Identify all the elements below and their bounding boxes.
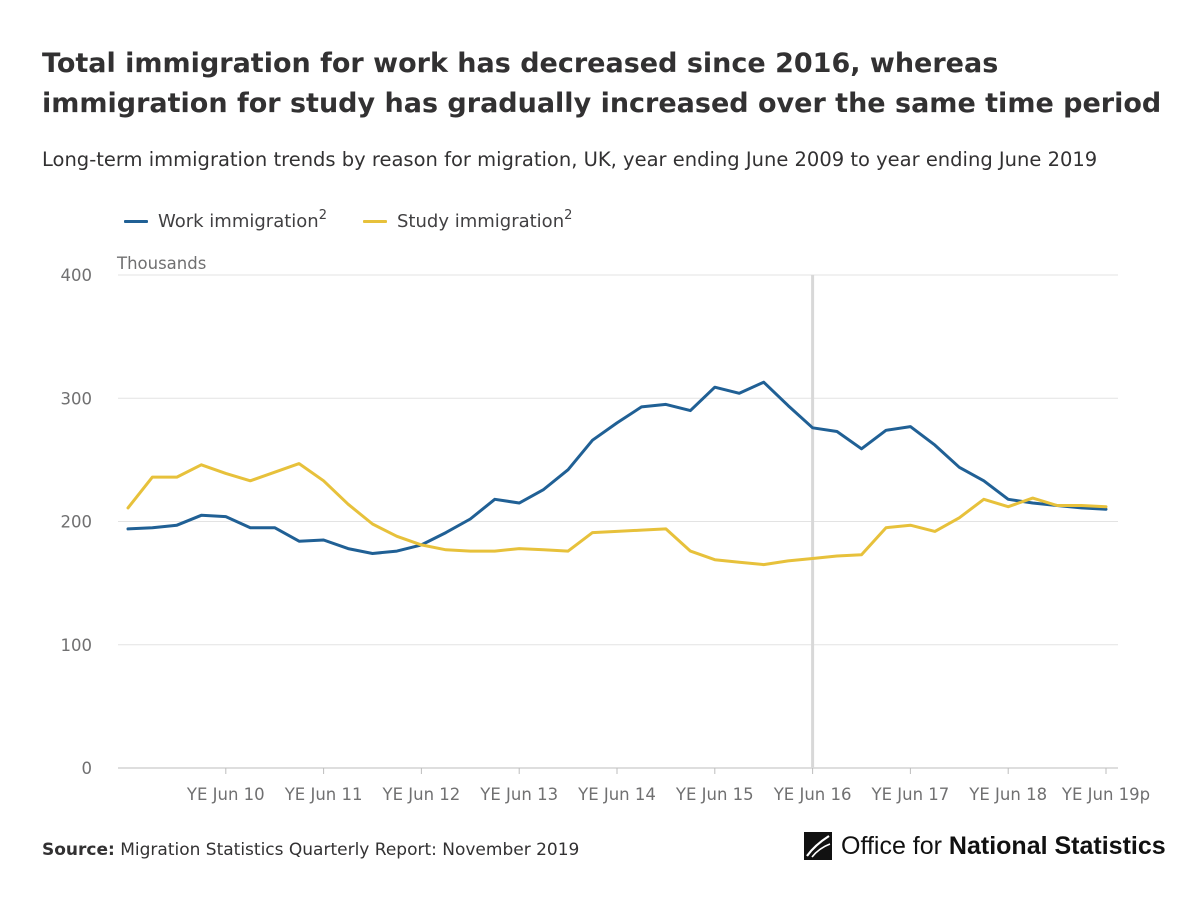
series-layer	[126, 380, 1108, 567]
y-tick-label: 200	[61, 513, 93, 532]
legend-label-study: Study immigration2	[397, 207, 573, 232]
x-tick-label: YE Jun 11	[284, 785, 363, 804]
y-tick-label: 0	[82, 759, 93, 778]
chart-title: Total immigration for work has decreased…	[42, 48, 1162, 119]
y-tick-label: 400	[61, 266, 93, 285]
x-tick-label: YE Jun 19p	[1061, 785, 1150, 804]
series-line-work	[126, 380, 1108, 555]
x-tick-label: YE Jun 15	[675, 785, 754, 804]
x-tick-label: YE Jun 14	[577, 785, 656, 804]
source-note: Source: Migration Statistics Quarterly R…	[42, 840, 580, 860]
x-tick-label: YE Jun 13	[479, 785, 558, 804]
chart-subtitle: Long-term immigration trends by reason f…	[42, 148, 1098, 171]
x-tick-label: YE Jun 17	[871, 785, 950, 804]
ons-logo-icon	[804, 832, 832, 860]
x-tick-label: YE Jun 18	[968, 785, 1047, 804]
y-axis-unit-label: Thousands	[116, 254, 206, 273]
x-tick-label: YE Jun 16	[773, 785, 852, 804]
chart-legend: Work immigration2 Study immigration2	[124, 205, 572, 237]
legend-item-work: Work immigration2	[124, 207, 327, 232]
series-line-study	[126, 462, 1108, 567]
legend-item-study: Study immigration2	[363, 207, 573, 232]
ons-logo-text: Office for National Statistics	[841, 831, 1166, 860]
grid-lines	[118, 274, 1118, 769]
x-tick-label: YE Jun 12	[382, 785, 461, 804]
legend-swatch-work	[124, 219, 148, 223]
x-tick-label: YE Jun 10	[186, 785, 265, 804]
ons-logo: Office for National Statistics	[803, 831, 1166, 861]
legend-label-work: Work immigration2	[158, 207, 327, 232]
y-tick-label: 300	[61, 389, 93, 408]
y-tick-label: 100	[61, 636, 93, 655]
legend-swatch-study	[363, 219, 387, 223]
axis-layer: 0 100 200 300 400 Thousands YE Jun 10 YE Jun 11…	[61, 254, 1151, 804]
